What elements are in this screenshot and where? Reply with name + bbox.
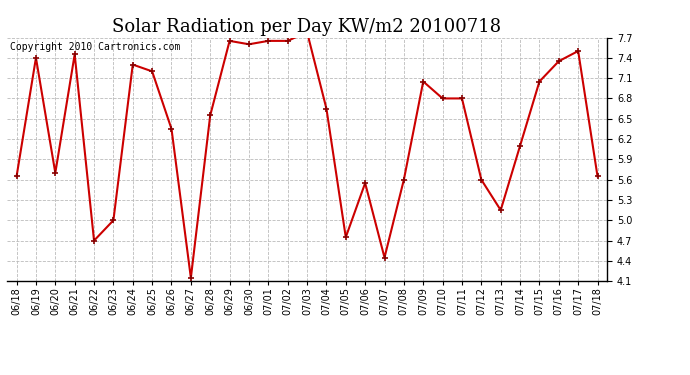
Text: Copyright 2010 Cartronics.com: Copyright 2010 Cartronics.com	[10, 42, 180, 52]
Title: Solar Radiation per Day KW/m2 20100718: Solar Radiation per Day KW/m2 20100718	[112, 18, 502, 36]
